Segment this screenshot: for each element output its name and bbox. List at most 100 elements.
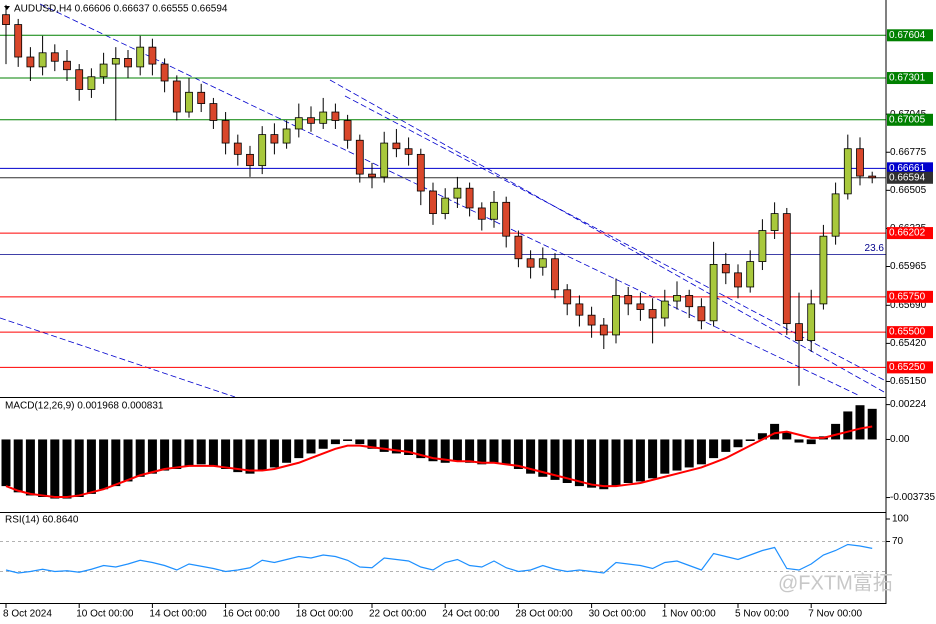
macd-bar bbox=[318, 439, 328, 449]
candle-body bbox=[319, 111, 328, 124]
macd-bar bbox=[62, 439, 72, 499]
candle-body bbox=[160, 63, 169, 82]
candle-body bbox=[782, 213, 791, 325]
macd-bar bbox=[709, 439, 719, 459]
level-label: 0.67301 bbox=[889, 73, 926, 84]
candle-body bbox=[697, 306, 706, 322]
candle-body bbox=[380, 142, 389, 178]
candle-body bbox=[343, 120, 352, 141]
macd-bar bbox=[782, 431, 792, 440]
macd-bar bbox=[416, 439, 426, 459]
candle-body bbox=[514, 235, 523, 260]
level-label-box bbox=[887, 29, 933, 42]
candle-body bbox=[526, 258, 535, 268]
macd-bar bbox=[391, 439, 401, 454]
candle-body bbox=[111, 58, 120, 65]
candle-body bbox=[75, 69, 84, 90]
candle-body bbox=[307, 117, 315, 124]
x-tick-label: 18 Oct 00:00 bbox=[296, 609, 354, 620]
macd-bar bbox=[831, 423, 841, 440]
macd-bar bbox=[404, 439, 414, 455]
trend-lines bbox=[0, 3, 885, 398]
candle-body bbox=[868, 175, 877, 179]
candle-body bbox=[87, 76, 96, 90]
macd-bar bbox=[269, 439, 279, 468]
macd-bar bbox=[367, 439, 377, 449]
y-tick-label: 0.65690 bbox=[890, 300, 927, 311]
macd-bar bbox=[257, 439, 267, 471]
x-tick-label: 14 Oct 00:00 bbox=[149, 609, 207, 620]
level-label: 0.65750 bbox=[889, 291, 926, 302]
candle-body bbox=[746, 261, 755, 288]
candle-body bbox=[197, 91, 206, 104]
macd-bar bbox=[660, 439, 670, 474]
candle-body bbox=[172, 80, 181, 113]
macd-bar bbox=[355, 439, 365, 445]
candle-body bbox=[441, 197, 450, 215]
candle-body bbox=[502, 201, 511, 237]
macd-bar bbox=[221, 439, 231, 469]
level-label-box bbox=[887, 227, 933, 240]
macd-bar bbox=[538, 439, 548, 477]
candle-body bbox=[563, 289, 572, 305]
x-tick-label: 16 Oct 00:00 bbox=[223, 609, 281, 620]
candle-body bbox=[246, 153, 254, 167]
candle-body bbox=[770, 213, 779, 231]
x-tick-label: 24 Oct 00:00 bbox=[442, 609, 500, 620]
candle-body bbox=[856, 148, 864, 177]
macd-bar bbox=[160, 439, 170, 471]
x-tick-label: 22 Oct 00:00 bbox=[369, 609, 427, 620]
trend-line bbox=[0, 317, 236, 398]
y-tick-label: 0.65965 bbox=[890, 261, 927, 272]
macd-bar bbox=[282, 439, 292, 463]
level-label-box bbox=[887, 171, 933, 184]
macd-bar bbox=[184, 439, 194, 466]
y-tick-label: 0.65420 bbox=[890, 338, 927, 349]
watermark: @FXTM富拓 bbox=[778, 571, 893, 594]
candle-body bbox=[416, 153, 425, 192]
y-tick-label: 70 bbox=[892, 536, 904, 547]
y-tick-label: 0.66505 bbox=[890, 185, 927, 196]
candle-body bbox=[587, 314, 596, 326]
level-label-box bbox=[887, 162, 933, 175]
macd-bar bbox=[123, 439, 133, 482]
candle-body bbox=[636, 303, 645, 310]
candle-body bbox=[14, 24, 23, 58]
trend-line bbox=[329, 79, 885, 393]
macd-bar bbox=[50, 439, 60, 499]
candle-body bbox=[648, 309, 657, 319]
rsi-line bbox=[5, 543, 873, 574]
plot-area: 23.6 bbox=[0, 4, 886, 574]
macd-bar bbox=[25, 439, 35, 496]
level-label: 0.67005 bbox=[889, 114, 926, 125]
x-tick-label: 30 Oct 00:00 bbox=[589, 609, 647, 620]
macd-bar bbox=[330, 439, 340, 445]
macd-bar bbox=[13, 439, 23, 493]
fib-label: 23.6 bbox=[865, 243, 885, 254]
level-label-box bbox=[887, 326, 933, 339]
macd-bar bbox=[294, 439, 304, 459]
y-tick-label: 0.00 bbox=[890, 434, 910, 445]
candle-body bbox=[660, 300, 669, 319]
macd-bar bbox=[648, 439, 658, 479]
candle-body bbox=[26, 56, 35, 68]
macd-bar bbox=[452, 439, 462, 462]
macd-bar bbox=[74, 439, 84, 497]
macd-bar bbox=[623, 439, 633, 483]
level-label: 0.67604 bbox=[889, 30, 926, 41]
macd-bar bbox=[245, 439, 255, 474]
candle-body bbox=[721, 263, 730, 274]
candle-body bbox=[63, 60, 71, 71]
x-tick-label: 7 Nov 00:00 bbox=[808, 609, 862, 620]
macd-bar bbox=[196, 439, 206, 465]
macd-bar bbox=[672, 439, 682, 471]
level-label: 0.66594 bbox=[889, 172, 926, 183]
candle-body bbox=[294, 117, 303, 130]
macd-bar bbox=[306, 439, 316, 454]
macd-bar bbox=[526, 439, 536, 474]
candle-body bbox=[148, 46, 157, 65]
macd-bar bbox=[599, 439, 609, 490]
y-tick-label: -0.003735 bbox=[890, 492, 935, 503]
macd-bar bbox=[611, 439, 621, 487]
